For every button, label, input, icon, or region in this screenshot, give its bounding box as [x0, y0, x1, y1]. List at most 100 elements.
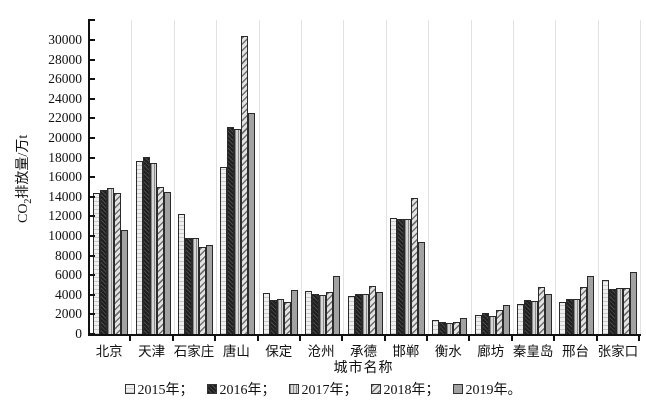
bar-2016年-廊坊 — [481, 313, 489, 334]
bar-2019年-北京 — [121, 230, 129, 334]
x-tick-label-9: 衡水 — [434, 344, 462, 359]
bar-2018年-邢台 — [580, 287, 588, 334]
y-tick-label: 16000 — [48, 169, 82, 185]
bar-2017年-天津 — [149, 163, 157, 334]
bar-2015年-承德 — [347, 295, 355, 334]
legend-label: 2015年； — [137, 383, 194, 398]
x-tick-label-7: 承德 — [350, 344, 378, 359]
x-axis-tick — [256, 336, 259, 341]
bar-2019年-石家庄 — [205, 245, 213, 334]
bar-group-8 — [387, 20, 430, 334]
x-tick-label-3: 石家庄 — [173, 344, 215, 359]
legend-label: 2019年。 — [465, 383, 522, 398]
bar-2016年-衡水 — [439, 322, 447, 334]
bar-2018年-衡水 — [453, 322, 461, 334]
x-axis-tick — [595, 336, 598, 341]
x-tick-label-4: 唐山 — [222, 344, 250, 359]
bar-group-13 — [599, 20, 642, 334]
bar-group-1 — [90, 20, 133, 334]
y-tick-label: 10000 — [48, 228, 82, 243]
bar-2016年-天津 — [142, 156, 150, 334]
x-tick-label-11: 秦皇岛 — [512, 344, 554, 359]
x-axis-tick — [298, 336, 301, 341]
y-tick-label: 8000 — [55, 247, 82, 263]
y-tick-label: 4000 — [55, 286, 82, 302]
y-tick-label: 14000 — [48, 188, 82, 204]
bar-2019年-衡水 — [460, 317, 468, 334]
bar-2019年-张家口 — [629, 272, 637, 334]
y-axis-tick — [88, 313, 95, 316]
legend-label: 2018年； — [383, 383, 440, 398]
bar-2018年-秦皇岛 — [538, 287, 546, 334]
x-axis-tick — [129, 336, 132, 341]
y-tick-label: 28000 — [48, 51, 82, 67]
bar-2016年-北京 — [100, 190, 108, 334]
x-tick-label-8: 邯郸 — [392, 344, 420, 359]
bar-2018年-天津 — [156, 186, 164, 334]
bar-2017年-邯郸 — [403, 219, 411, 334]
y-axis-tick — [88, 176, 95, 179]
legend-label: 2017年； — [301, 383, 358, 398]
y-tick-label: 30000 — [48, 32, 82, 47]
x-axis-tick — [171, 336, 174, 341]
bar-2015年-邢台 — [559, 301, 567, 334]
y-tick-label: 2000 — [55, 306, 82, 322]
bar-2015年-邯郸 — [389, 218, 397, 334]
bar-2017年-北京 — [107, 188, 115, 334]
x-tick-label-12: 邢台 — [561, 344, 589, 359]
legend-item-2016年: 2016年； — [206, 379, 276, 399]
y-tick-label: 22000 — [48, 110, 82, 126]
y-axis-tick — [88, 137, 95, 139]
bar-2017年-秦皇岛 — [531, 300, 539, 334]
y-axis-tick — [88, 235, 95, 237]
y-axis-tick — [88, 293, 95, 296]
legend-item-2019年: 2019年。 — [452, 379, 522, 399]
y-axis-tick — [88, 58, 95, 61]
legend-swatch-2018年 — [370, 384, 381, 394]
bar-group-12 — [556, 20, 599, 334]
bar-2015年-廊坊 — [474, 315, 482, 334]
bar-2018年-石家庄 — [198, 246, 206, 334]
bar-2019年-唐山 — [248, 112, 256, 334]
bar-2016年-石家庄 — [184, 237, 192, 334]
bar-2018年-沧州 — [326, 292, 334, 334]
bar-2017年-邢台 — [573, 298, 581, 334]
x-axis-tick-labels: 北京 天津 石家庄 唐山 保定 沧州 承德 邯郸 衡水 廊坊 秦皇岛 邢台 张家口 — [88, 340, 639, 360]
bar-group-9 — [429, 20, 472, 334]
bar-2016年-承德 — [354, 294, 362, 334]
y-axis-tick — [88, 333, 95, 335]
bar-2015年-北京 — [93, 192, 101, 334]
bar-2015年-张家口 — [601, 280, 609, 334]
bar-2015年-唐山 — [220, 167, 228, 334]
bar-2015年-衡水 — [432, 320, 440, 334]
bar-2019年-邯郸 — [417, 241, 425, 334]
x-axis-tick — [214, 336, 217, 341]
bar-2019年-天津 — [163, 191, 171, 334]
plot-area — [88, 20, 642, 336]
bar-2019年-保定 — [290, 290, 298, 334]
bar-2019年-秦皇岛 — [545, 293, 553, 334]
y-axis-tick — [88, 215, 95, 218]
bar-2017年-唐山 — [234, 128, 242, 334]
bar-2017年-衡水 — [446, 322, 454, 334]
y-tick-label: 24000 — [48, 90, 82, 106]
bar-2018年-承德 — [368, 285, 376, 334]
x-tick-label-5: 保定 — [265, 344, 293, 359]
bar-group-3 — [175, 20, 218, 334]
bar-2016年-邢台 — [566, 298, 574, 334]
bar-2018年-北京 — [114, 193, 122, 334]
bar-2018年-廊坊 — [495, 310, 503, 334]
y-tick-label: 12000 — [48, 208, 82, 224]
y-axis-tick — [88, 19, 95, 22]
legend-swatch-2015年 — [124, 384, 135, 394]
legend-swatch-2016年 — [206, 384, 217, 394]
bar-group-4 — [217, 20, 260, 334]
y-axis-tick — [88, 274, 95, 277]
legend-item-2015年: 2015年； — [124, 379, 194, 399]
x-tick-label-10: 廊坊 — [477, 344, 505, 359]
y-tick-label: 0 — [75, 326, 82, 341]
bar-2019年-邢台 — [587, 276, 595, 334]
y-axis-tick — [88, 156, 95, 159]
bar-2019年-承德 — [375, 292, 383, 334]
